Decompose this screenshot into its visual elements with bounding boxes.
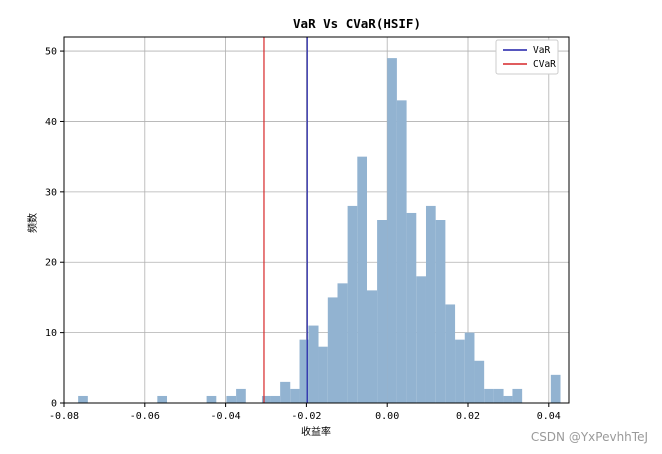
legend-box	[495, 39, 559, 75]
histogram-bar-27	[474, 360, 485, 403]
histogram-bar-12	[327, 297, 338, 403]
y-tick-label-0: 0	[51, 399, 57, 410]
x-tick-label-0: -0.08	[49, 411, 79, 422]
histogram-bar-4	[236, 388, 246, 403]
histogram-bar-24	[445, 304, 456, 403]
x-tick-label-4: 0.00	[375, 411, 399, 422]
y-axis-ticks: 0 10 20 30 40 50	[45, 47, 64, 410]
histogram-bar-20	[406, 212, 417, 403]
histogram-bar-16	[367, 290, 378, 403]
histogram-bar-13	[337, 283, 348, 403]
legend: VaR CVaR	[495, 39, 559, 75]
histogram-bar-29	[493, 388, 504, 403]
watermark: CSDN @YxPevhhTeJ	[530, 430, 648, 444]
histogram-bar-17	[377, 220, 388, 403]
histogram-bar-22	[425, 205, 436, 403]
risk-lines	[263, 37, 308, 403]
x-axis-label: 收益率	[301, 425, 331, 438]
histogram-bar-21	[416, 276, 426, 403]
chart-title: VaR Vs CVaR(HSIF)	[293, 16, 421, 31]
x-tick-label-3: -0.02	[291, 411, 321, 422]
histogram-bar-18	[387, 58, 397, 403]
histogram-bar-23	[435, 220, 446, 403]
histogram-bar-19	[396, 100, 407, 403]
x-axis-ticks: -0.08 -0.06 -0.04 -0.02 0.00 0.02 0.04	[49, 403, 561, 422]
histogram-bar-31	[512, 388, 523, 403]
histogram-bar-15	[357, 156, 367, 403]
histogram-bar-5	[261, 395, 271, 403]
x-tick-label-2: -0.04	[211, 411, 241, 422]
histogram-bar-1	[157, 395, 168, 403]
histogram-bar-0	[78, 395, 88, 403]
histogram-bar-25	[455, 339, 465, 403]
histogram-bar-10	[308, 325, 319, 403]
histogram-bar-14	[347, 205, 358, 403]
y-tick-label-1: 10	[45, 328, 57, 339]
histogram-bars	[78, 58, 561, 403]
x-tick-label-5: 0.02	[456, 411, 480, 422]
x-tick-label-1: -0.06	[130, 411, 160, 422]
legend-label-var: VaR	[533, 45, 550, 56]
histogram-bar-3	[226, 395, 237, 403]
histogram-bar-9	[299, 339, 309, 403]
x-tick-label-6: 0.04	[537, 411, 561, 422]
histogram-bar-6	[270, 395, 281, 403]
histogram-bar-30	[503, 395, 513, 403]
histogram-bar-26	[464, 332, 475, 403]
y-tick-label-4: 40	[45, 117, 57, 128]
histogram-bar-11	[318, 346, 328, 403]
y-axis-label: 频数	[26, 213, 39, 233]
y-tick-label-5: 50	[45, 47, 57, 58]
legend-label-cvar: CVaR	[533, 59, 556, 70]
histogram-bar-28	[484, 388, 494, 403]
histogram-bar-2	[206, 395, 217, 403]
plot-frame	[63, 36, 570, 404]
histogram-bar-7	[280, 381, 291, 403]
y-tick-label-2: 20	[45, 258, 57, 269]
histogram-bar-8	[290, 388, 300, 403]
y-tick-label-3: 30	[45, 187, 57, 198]
histogram-bar-32	[550, 374, 561, 403]
